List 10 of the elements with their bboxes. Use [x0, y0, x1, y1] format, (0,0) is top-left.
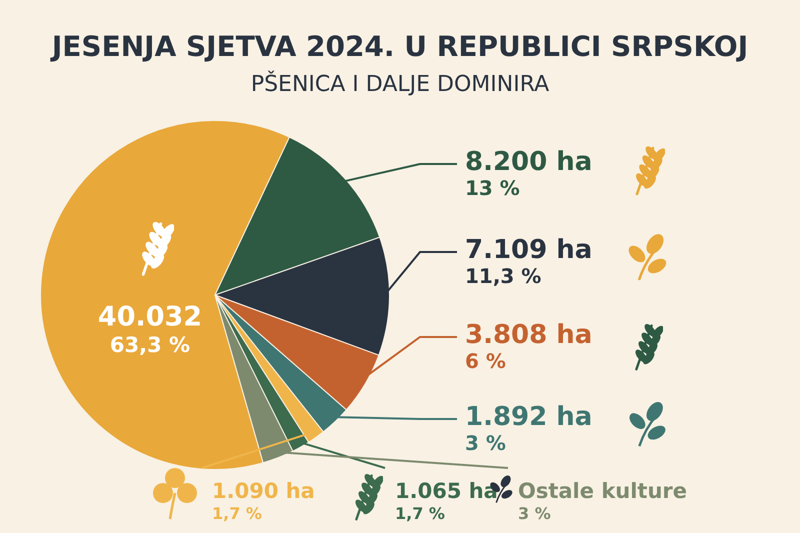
chart-subtitle: PŠENICA I DALJE DOMINIRA	[250, 72, 550, 97]
chart-title: JESENJA SJETVA 2024. U REPUBLICI SRPSKOJ	[49, 30, 750, 63]
data-label: 1.892 ha 3 %	[465, 402, 592, 456]
slice-label: Ostale kulture	[518, 478, 688, 503]
data-label: 1.090 ha 1,7 %	[212, 478, 315, 524]
data-label: 3 %	[518, 504, 551, 524]
data-label: 40.032 63,3 %	[98, 302, 202, 357]
data-label: 7.109 ha 11,3 %	[465, 234, 592, 288]
data-label: 8.200 ha 13 %	[465, 146, 592, 200]
data-label: 3.808 ha 6 %	[465, 320, 592, 374]
